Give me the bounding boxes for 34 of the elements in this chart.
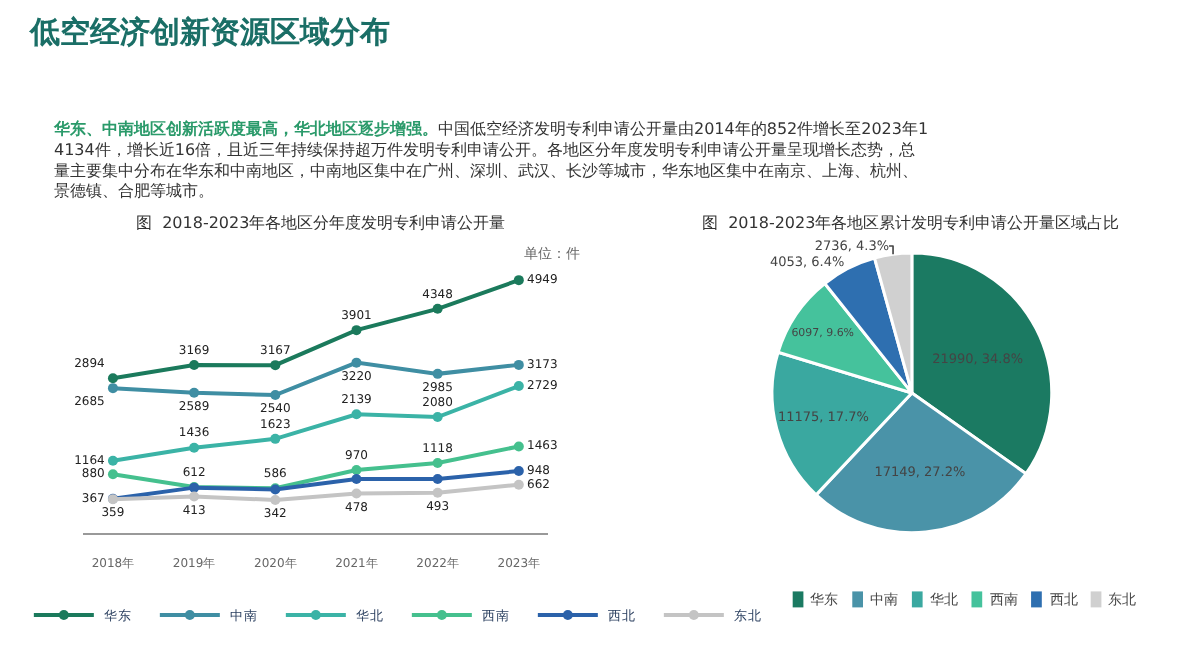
point xyxy=(351,325,362,336)
point xyxy=(432,412,443,423)
point xyxy=(189,360,200,371)
chart-title: 图 2018-2023年各地区累计发明专利申请公开量区域占比 xyxy=(702,214,1120,232)
point xyxy=(513,381,524,392)
point xyxy=(189,491,200,502)
point xyxy=(270,360,281,371)
point xyxy=(513,275,524,286)
point xyxy=(432,457,443,468)
point xyxy=(107,373,118,384)
point xyxy=(513,466,524,477)
point xyxy=(270,433,281,444)
text: 华东、中南地区创新活跃度最高，华北地区逐步增强。 xyxy=(52,118,438,138)
text: 低空经济创新资源区域分布 xyxy=(28,14,390,50)
point xyxy=(432,474,443,485)
point xyxy=(513,441,524,452)
point xyxy=(432,487,443,498)
point xyxy=(107,469,118,480)
point xyxy=(351,474,362,485)
point xyxy=(513,479,524,490)
point xyxy=(513,359,524,370)
point xyxy=(107,383,118,394)
chart-title: 图 2018-2023年各地区分年度发明专利申请公开量 xyxy=(136,214,506,232)
point xyxy=(351,409,362,420)
point xyxy=(189,442,200,453)
point xyxy=(432,303,443,314)
point xyxy=(351,465,362,475)
point xyxy=(351,488,362,499)
point xyxy=(270,390,281,401)
point xyxy=(432,368,443,379)
point xyxy=(270,494,281,505)
point xyxy=(189,387,200,398)
point xyxy=(351,357,362,368)
point xyxy=(107,455,118,466)
